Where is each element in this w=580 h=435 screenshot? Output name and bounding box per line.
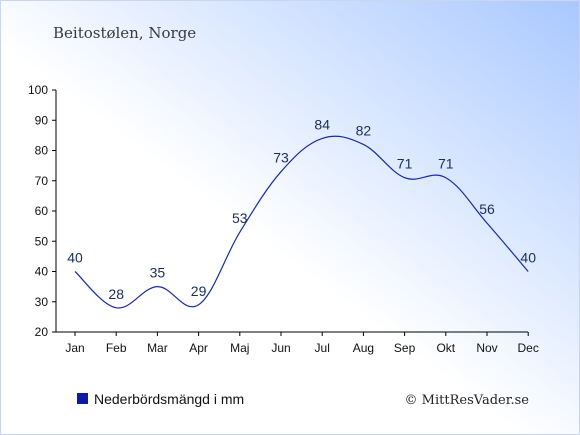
x-tick-label: Mar [147, 341, 168, 355]
data-label: 71 [438, 156, 454, 172]
data-label: 53 [232, 210, 248, 226]
legend-label: Nederbördsmängd i mm [94, 391, 244, 407]
y-tick-label: 80 [35, 144, 49, 158]
chart-axes: 20 30 40 50 60 70 80 90 100 Jan Feb Mar Apr Maj Jun Jul… [28, 83, 539, 355]
chart-title: Beitostølen, Norge [53, 24, 196, 42]
x-tick-label: Jun [271, 341, 290, 355]
data-label: 82 [356, 122, 372, 138]
data-label: 84 [314, 116, 330, 132]
legend-swatch [77, 393, 88, 404]
x-tick-label: Nov [476, 341, 497, 355]
x-tick-label: Sep [394, 341, 416, 355]
legend: Nederbördsmängd i mm [77, 391, 244, 407]
data-label: 29 [191, 283, 207, 299]
y-tick-label: 30 [35, 295, 49, 309]
data-label: 40 [520, 250, 536, 266]
y-tick-label: 70 [35, 174, 49, 188]
data-label: 71 [397, 156, 413, 172]
x-tick-label: Okt [436, 341, 455, 355]
y-tick-label: 40 [35, 265, 49, 279]
x-tick-label: Apr [189, 341, 208, 355]
series-line [74, 135, 529, 309]
data-label: 35 [150, 265, 166, 281]
y-tick-label: 20 [35, 325, 49, 339]
x-tick-label: Aug [353, 341, 374, 355]
y-tick-label: 100 [28, 83, 48, 97]
data-label: 28 [108, 286, 124, 302]
data-label: 40 [67, 250, 83, 266]
x-tick-label: Jul [315, 341, 330, 355]
credit-text: © MittResVader.se [405, 393, 530, 408]
x-tick-label: Feb [106, 341, 127, 355]
data-label: 56 [479, 201, 495, 217]
data-labels: 40 28 35 29 53 73 84 82 71 71 56 40 [67, 116, 536, 301]
data-label: 73 [273, 150, 289, 166]
x-tick-label: Maj [230, 341, 249, 355]
x-tick-label: Dec [518, 341, 539, 355]
y-tick-label: 90 [35, 113, 49, 127]
x-tick-label: Jan [65, 341, 84, 355]
y-tick-label: 50 [35, 234, 49, 248]
series-layer [74, 135, 529, 309]
y-tick-label: 60 [35, 204, 49, 218]
